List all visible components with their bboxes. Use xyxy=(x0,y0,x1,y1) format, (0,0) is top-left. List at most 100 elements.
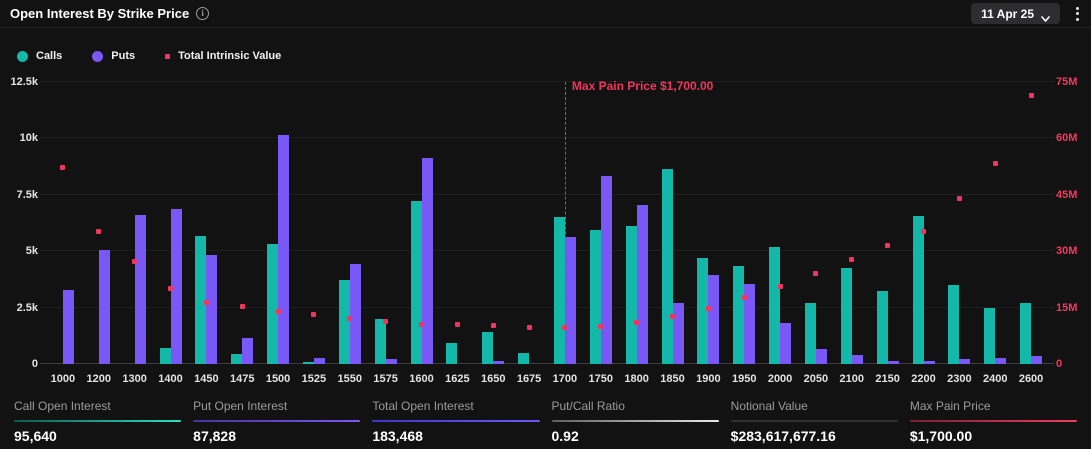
call-bar[interactable] xyxy=(840,268,852,364)
call-bar[interactable] xyxy=(733,266,745,364)
put-bar[interactable] xyxy=(815,349,827,364)
call-bar[interactable] xyxy=(1020,303,1032,364)
put-bar[interactable] xyxy=(170,209,182,364)
call-bar[interactable] xyxy=(769,247,781,364)
put-bar[interactable] xyxy=(421,158,433,364)
stat-call-open-interest: Call Open Interest 95,640 xyxy=(14,394,182,449)
put-bar[interactable] xyxy=(995,358,1007,364)
date-selector-button[interactable]: 11 Apr 25 xyxy=(971,3,1060,24)
intrinsic-value-dot[interactable] xyxy=(849,257,855,262)
x-axis-tick: 1600 xyxy=(409,373,434,385)
legend-item-calls[interactable]: Calls xyxy=(17,50,62,62)
gridline xyxy=(40,250,1054,252)
legend-item-puts[interactable]: Puts xyxy=(92,50,135,62)
intrinsic-value-dot[interactable] xyxy=(992,161,998,166)
intrinsic-value-dot[interactable] xyxy=(419,322,424,327)
stat-underline xyxy=(14,420,182,422)
put-bar[interactable] xyxy=(600,176,612,364)
intrinsic-value-dot[interactable] xyxy=(311,312,317,317)
call-bar[interactable] xyxy=(338,280,350,364)
put-bar[interactable] xyxy=(744,284,756,364)
put-bar[interactable] xyxy=(1031,356,1043,364)
call-bar[interactable] xyxy=(876,291,888,364)
put-bar[interactable] xyxy=(206,255,218,364)
put-bar[interactable] xyxy=(385,359,397,364)
call-bar[interactable] xyxy=(159,348,171,364)
put-bar[interactable] xyxy=(98,250,110,364)
call-bar[interactable] xyxy=(589,230,601,364)
intrinsic-value-dot[interactable] xyxy=(813,271,819,276)
put-bar[interactable] xyxy=(780,323,792,364)
x-axis-tick: 1950 xyxy=(731,373,757,385)
intrinsic-value-dot[interactable] xyxy=(634,320,640,325)
call-bar[interactable] xyxy=(410,201,422,364)
put-bar[interactable] xyxy=(493,361,505,364)
put-bar[interactable] xyxy=(672,303,684,364)
intrinsic-value-dot[interactable] xyxy=(454,322,460,327)
intrinsic-value-marker-icon xyxy=(165,53,171,59)
calls-marker-icon xyxy=(17,50,28,62)
put-bar[interactable] xyxy=(349,264,361,364)
put-bar[interactable] xyxy=(242,338,254,364)
intrinsic-value-dot[interactable] xyxy=(203,300,209,305)
intrinsic-value-dot[interactable] xyxy=(96,229,102,234)
put-bar[interactable] xyxy=(636,205,648,364)
intrinsic-value-dot[interactable] xyxy=(598,324,604,329)
intrinsic-value-dot[interactable] xyxy=(490,323,496,328)
call-bar[interactable] xyxy=(267,244,279,364)
intrinsic-value-dot[interactable] xyxy=(132,259,138,264)
x-axis-tick: 1000 xyxy=(50,373,76,385)
intrinsic-value-dot[interactable] xyxy=(1028,93,1034,98)
intrinsic-value-dot[interactable] xyxy=(705,306,711,311)
call-bar[interactable] xyxy=(446,343,458,364)
y-axis-left-tick: 12.5k xyxy=(10,76,38,88)
put-bar[interactable] xyxy=(564,237,576,364)
intrinsic-value-dot[interactable] xyxy=(670,314,675,319)
intrinsic-value-dot[interactable] xyxy=(921,229,926,234)
max-pain-label: Max Pain Price $1,700.00 xyxy=(571,79,714,93)
call-bar[interactable] xyxy=(374,319,386,364)
call-bar[interactable] xyxy=(553,217,565,364)
intrinsic-value-dot[interactable] xyxy=(60,165,66,170)
max-pain-line xyxy=(564,82,566,364)
put-bar[interactable] xyxy=(278,135,290,364)
call-bar[interactable] xyxy=(195,236,207,364)
put-bar[interactable] xyxy=(887,361,899,364)
stat-underline xyxy=(909,420,1077,422)
put-bar[interactable] xyxy=(959,359,971,364)
intrinsic-value-dot[interactable] xyxy=(239,304,245,309)
put-bar[interactable] xyxy=(313,358,325,364)
call-bar[interactable] xyxy=(912,216,924,364)
call-bar[interactable] xyxy=(984,308,996,364)
call-bar[interactable] xyxy=(231,354,243,364)
intrinsic-value-dot[interactable] xyxy=(347,316,353,321)
stat-label: Put/Call Ratio xyxy=(551,399,625,413)
call-bar[interactable] xyxy=(625,226,637,364)
call-bar[interactable] xyxy=(948,285,960,364)
intrinsic-value-dot[interactable] xyxy=(741,295,747,300)
intrinsic-value-dot[interactable] xyxy=(885,243,891,248)
put-bar[interactable] xyxy=(708,275,720,364)
intrinsic-value-dot[interactable] xyxy=(275,309,281,314)
call-bar[interactable] xyxy=(804,303,816,364)
put-bar[interactable] xyxy=(851,355,863,364)
intrinsic-value-dot[interactable] xyxy=(777,284,783,289)
call-bar[interactable] xyxy=(518,353,530,364)
x-axis-tick: 1300 xyxy=(122,373,147,385)
legend-item-total-intrinsic-value[interactable]: Total Intrinsic Value xyxy=(165,50,281,62)
put-bar[interactable] xyxy=(134,215,146,364)
kebab-menu-icon[interactable] xyxy=(1074,5,1081,23)
call-bar[interactable] xyxy=(661,169,673,364)
intrinsic-value-dot[interactable] xyxy=(383,319,389,324)
put-bar[interactable] xyxy=(923,361,935,364)
y-axis-left-tick: 2.5k xyxy=(16,301,38,314)
info-icon[interactable]: i xyxy=(196,7,210,20)
call-bar[interactable] xyxy=(697,258,709,364)
intrinsic-value-dot[interactable] xyxy=(526,325,532,330)
intrinsic-value-dot[interactable] xyxy=(956,196,962,201)
call-bar[interactable] xyxy=(482,332,494,364)
call-bar[interactable] xyxy=(302,362,314,364)
put-bar[interactable] xyxy=(62,290,74,364)
intrinsic-value-dot[interactable] xyxy=(168,286,173,291)
